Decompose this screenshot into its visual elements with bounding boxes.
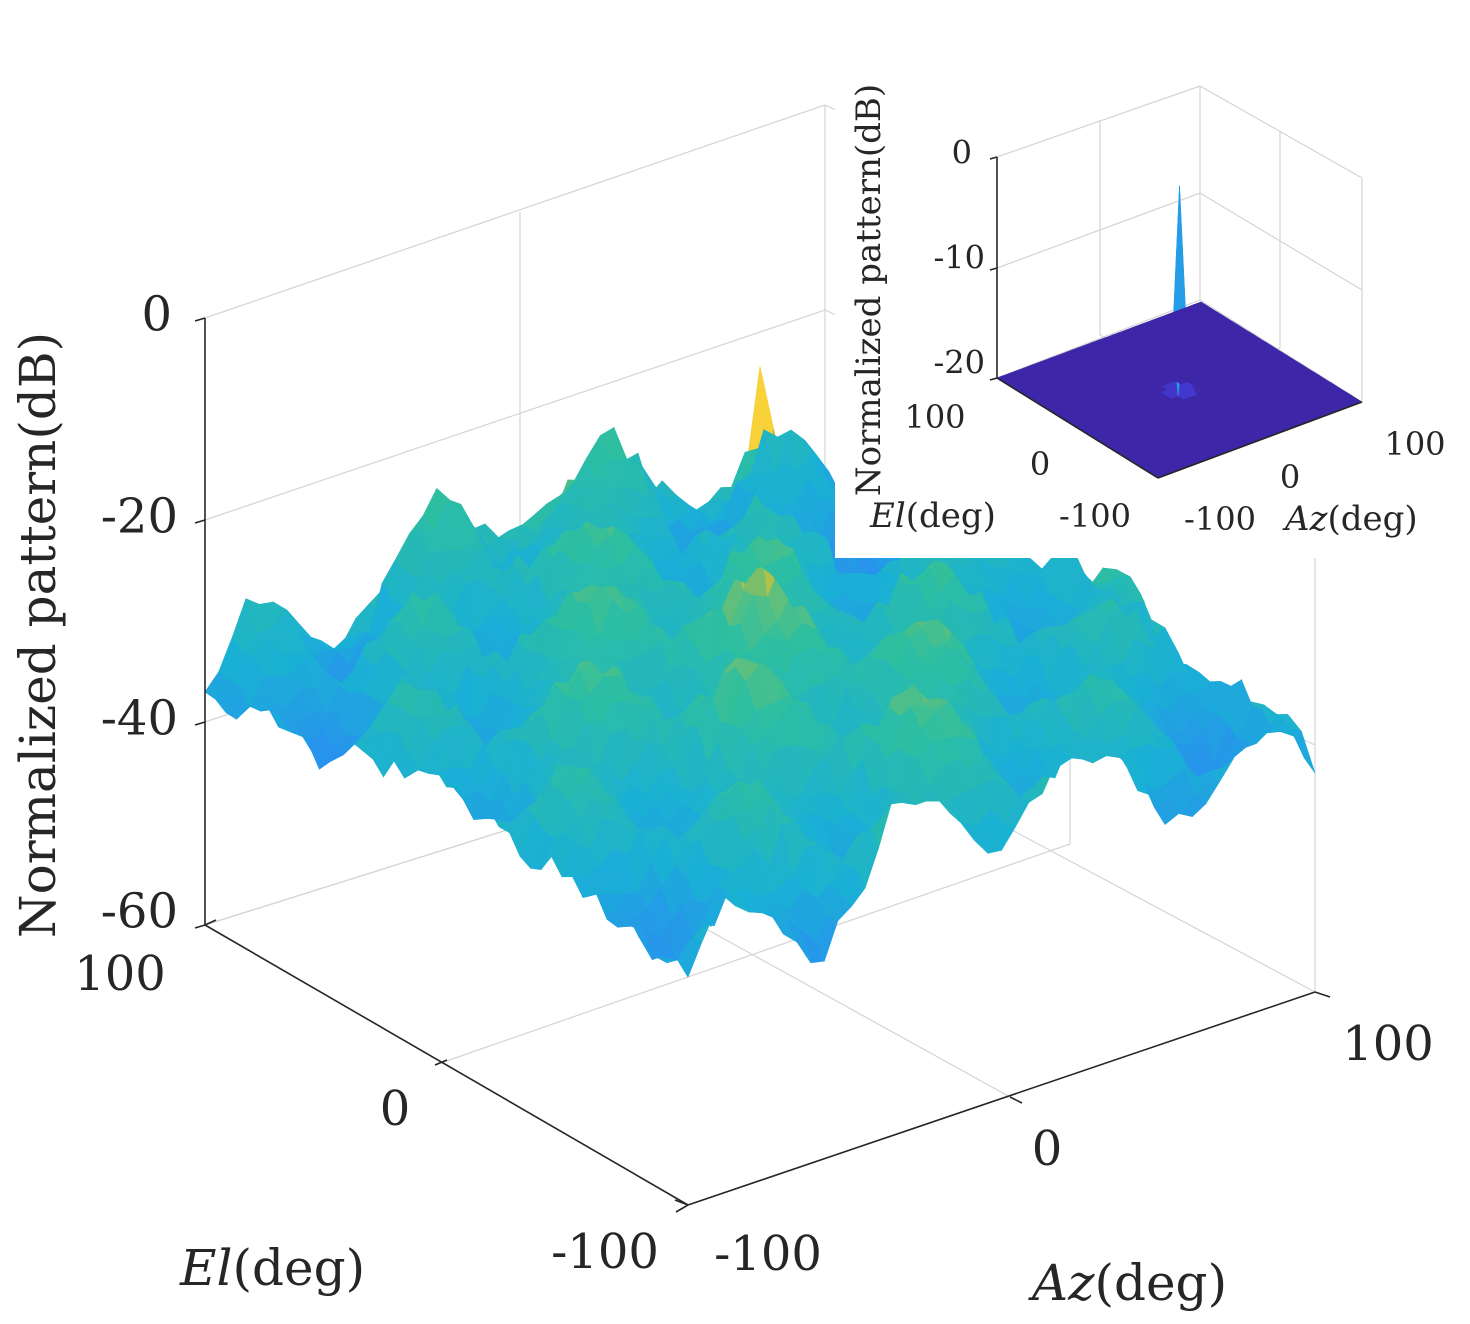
inset-background [835, 78, 1465, 558]
inset-az-tick: 100 [1384, 425, 1445, 463]
main-z-ticks: 0 -20 -40 -60 [101, 287, 178, 940]
inset-az-tick: 0 [1280, 458, 1300, 496]
inset-el-tick: 100 [904, 398, 965, 436]
main-z-axis-label: Normalized pattern(dB) [9, 332, 67, 938]
inset-z-axis-label: Normalized pattern(dB) [849, 84, 889, 496]
inset-z-tick: -20 [933, 344, 985, 382]
inset-el-ticks: 100 0 -100 [904, 398, 1130, 535]
inset-z-tick: -10 [933, 239, 985, 277]
main-chart: 0 -20 -40 -60 100 0 -100 -100 0 100 Norm… [9, 104, 1434, 1312]
main-z-tick: -60 [101, 884, 178, 940]
inset-z-ticks: 0 -10 -20 [933, 134, 985, 382]
main-axes [194, 317, 1331, 1213]
inset-el-tick: 0 [1030, 445, 1050, 483]
main-az-ticks: -100 0 100 [714, 1016, 1434, 1282]
main-el-tick: 0 [380, 1081, 411, 1137]
main-el-tick: -100 [551, 1224, 659, 1280]
inset-z-tick: 0 [952, 134, 972, 172]
main-surface [204, 366, 1316, 978]
inset-az-ticks: -100 0 100 [1184, 425, 1445, 538]
inset-az-tick: -100 [1184, 500, 1256, 538]
inset-surface [996, 185, 1363, 479]
inset-chart: 0 -10 -20 100 0 -100 -100 0 100 Normaliz… [835, 78, 1465, 558]
inset-az-axis-label: Az(deg) [1282, 499, 1418, 539]
main-az-tick: 0 [1032, 1121, 1063, 1177]
main-el-ticks: 100 0 -100 [74, 946, 659, 1280]
main-az-tick: 100 [1342, 1016, 1434, 1072]
inset-surface-patch [1193, 301, 1208, 309]
main-surface-patch [1290, 728, 1316, 774]
inset-axes [989, 156, 1363, 479]
main-el-axis-label: El(deg) [179, 1239, 365, 1297]
inset-el-axis-label: El(deg) [869, 496, 996, 536]
main-az-axis-label: Az(deg) [1028, 1254, 1227, 1312]
main-z-tick: -40 [101, 691, 178, 747]
main-az-tick: -100 [714, 1226, 822, 1282]
main-z-tick: -20 [101, 489, 178, 545]
inset-el-tick: -100 [1059, 497, 1131, 535]
main-z-tick: 0 [141, 287, 172, 343]
main-el-tick: 100 [74, 946, 166, 1002]
